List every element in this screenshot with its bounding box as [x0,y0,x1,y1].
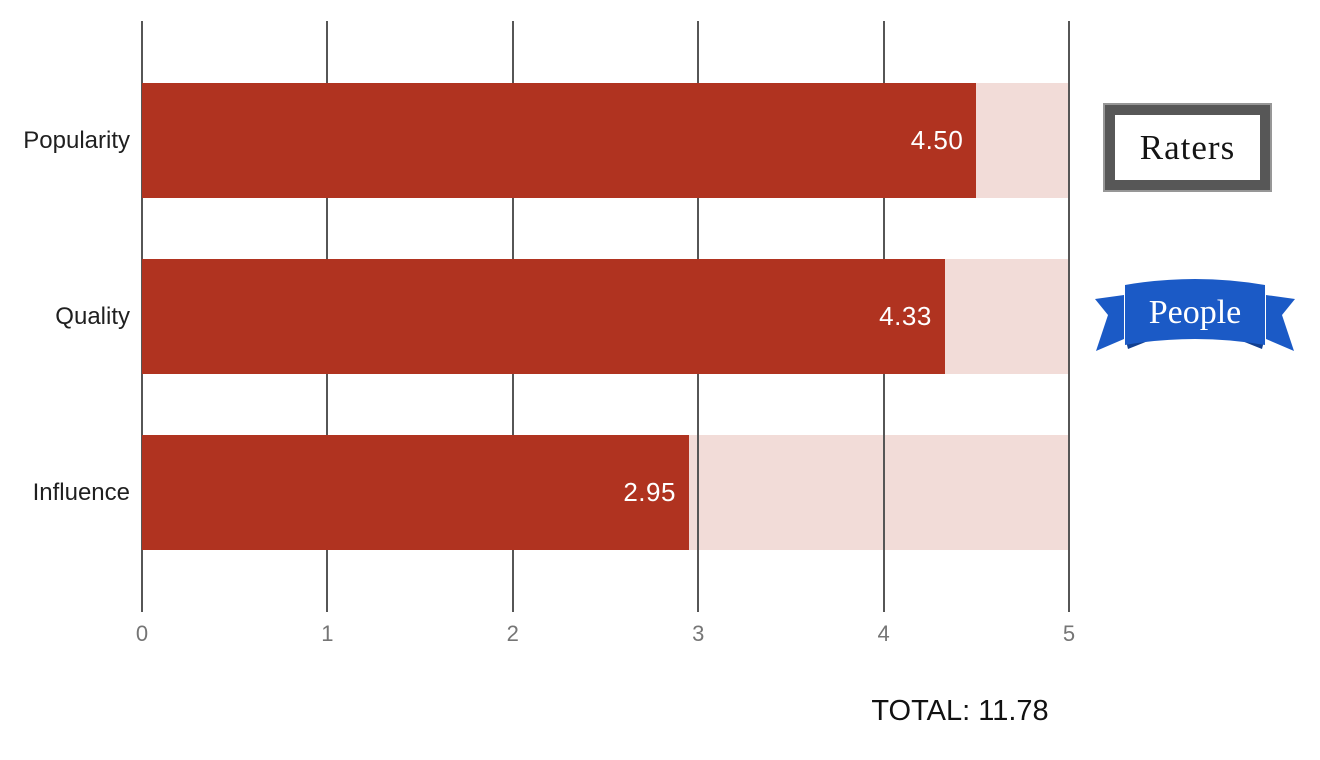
category-label-popularity: Popularity [23,127,130,154]
ribbon-left-tail [1095,295,1124,351]
x-tick-2: 2 [506,621,519,646]
ribbon-band [1125,279,1265,345]
bar-quality: 4.33 [142,259,945,374]
raters-label: Raters [1139,127,1236,167]
bar-row-popularity: 4.50 [142,83,1069,198]
x-tick-4: 4 [877,621,890,646]
people-ribbon: People [1095,279,1295,351]
bar-popularity: 4.50 [142,83,977,198]
bar-value-label: 4.33 [879,301,932,331]
bar-value-label: 4.50 [910,125,964,155]
bar-row-quality: 4.33 [142,259,1069,374]
category-label-quality: Quality [55,303,130,330]
bar-influence: 2.95 [142,435,689,550]
x-tick-1: 1 [321,621,334,646]
x-tick-5: 5 [1062,621,1076,646]
bar-row-influence: 2.95 [142,435,1069,550]
bar-value-label: 2.95 [623,477,676,507]
raters-label-box: Raters [1103,103,1272,192]
category-label-influence: Influence [32,479,130,506]
total-label: TOTAL: 11.78 [871,695,1049,727]
x-tick-3: 3 [692,621,705,646]
plot-area: 4.50 4.33 2.95 0 1 2 3 4 5 [136,21,1075,646]
gridline-5 [1068,21,1070,612]
x-tick-0: 0 [135,621,149,646]
people-label: People [1149,294,1242,331]
ribbon-right-tail [1266,295,1295,351]
